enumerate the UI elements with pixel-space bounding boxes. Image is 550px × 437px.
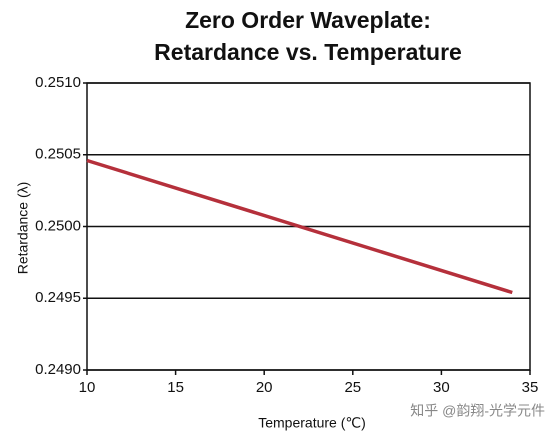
x-tick-label: 25 (344, 379, 361, 396)
x-tick-label: 15 (167, 379, 184, 396)
x-axis-title: Temperature (℃) (258, 415, 366, 431)
y-tick-label: 0.2510 (35, 74, 81, 91)
y-tick-label: 0.2500 (35, 217, 81, 234)
chart-title: Zero Order Waveplate: (185, 7, 431, 33)
watermark: 知乎 @韵翔-光学元件 (410, 403, 545, 419)
x-tick-label: 30 (433, 379, 450, 396)
y-tick-label: 0.2490 (35, 361, 81, 378)
data-line (86, 158, 513, 295)
y-axis-title: Retardance (λ) (15, 182, 31, 275)
plot-frame (86, 82, 531, 371)
y-tick-label: 0.2495 (35, 289, 81, 306)
x-tick-label: 10 (79, 379, 96, 396)
x-tick-label: 20 (256, 379, 273, 396)
y-tick-label: 0.2505 (35, 146, 81, 163)
chart-title: Retardance vs. Temperature (154, 39, 462, 65)
x-tick-label: 35 (522, 379, 539, 396)
